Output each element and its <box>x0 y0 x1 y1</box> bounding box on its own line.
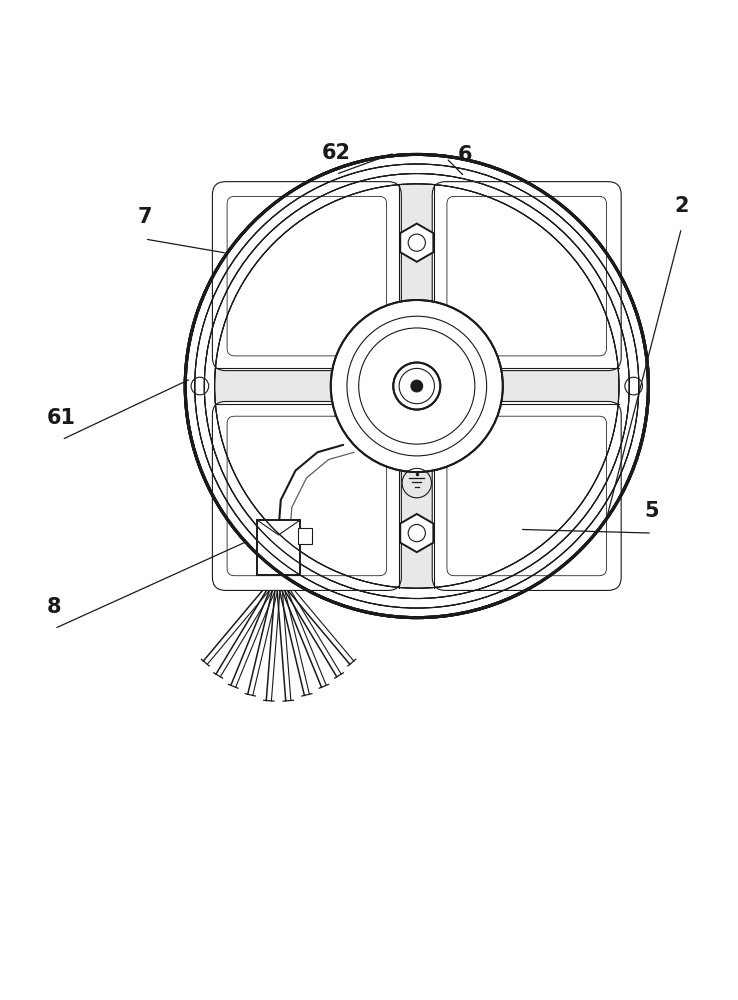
Text: 6: 6 <box>458 145 472 165</box>
Polygon shape <box>400 224 433 262</box>
Text: 61: 61 <box>47 408 76 428</box>
Circle shape <box>408 524 425 542</box>
FancyBboxPatch shape <box>432 182 621 371</box>
FancyBboxPatch shape <box>227 416 387 576</box>
FancyBboxPatch shape <box>258 520 300 575</box>
Circle shape <box>331 300 503 472</box>
FancyBboxPatch shape <box>213 182 401 371</box>
Circle shape <box>408 234 425 251</box>
Circle shape <box>411 380 423 392</box>
Text: 7: 7 <box>137 207 152 227</box>
FancyBboxPatch shape <box>227 196 387 356</box>
Circle shape <box>393 363 441 410</box>
FancyBboxPatch shape <box>215 368 619 404</box>
FancyBboxPatch shape <box>447 416 607 576</box>
Text: 8: 8 <box>47 597 61 617</box>
Polygon shape <box>400 514 433 552</box>
Text: 2: 2 <box>675 196 689 216</box>
FancyBboxPatch shape <box>213 401 401 590</box>
Circle shape <box>185 154 649 618</box>
FancyBboxPatch shape <box>432 401 621 590</box>
FancyBboxPatch shape <box>447 196 607 356</box>
FancyBboxPatch shape <box>298 528 311 544</box>
FancyBboxPatch shape <box>399 184 435 588</box>
Circle shape <box>215 184 619 588</box>
Text: 62: 62 <box>322 143 351 163</box>
Text: 5: 5 <box>645 501 659 521</box>
